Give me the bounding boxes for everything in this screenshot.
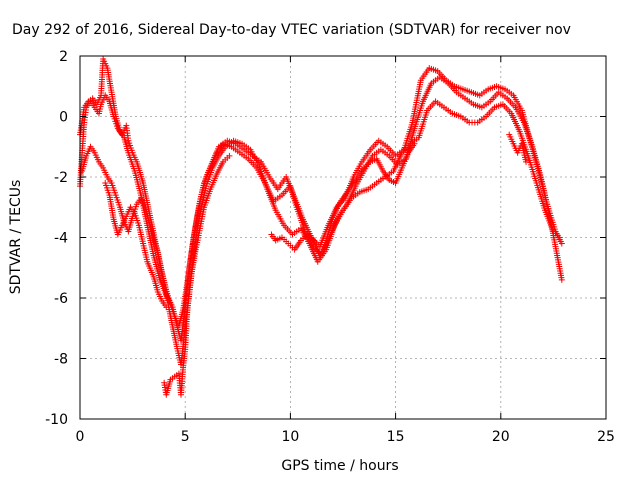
data-marks: [77, 56, 565, 398]
y-tick-label: 2: [59, 49, 68, 65]
data-point-plus: [558, 276, 565, 283]
y-tick-label: -8: [54, 352, 68, 368]
data-point-plus: [523, 158, 530, 165]
x-tick-label: 25: [597, 429, 615, 445]
grid-lines: [80, 56, 606, 419]
x-axis-label: GPS time / hours: [281, 458, 398, 474]
y-tick-label: -10: [45, 412, 68, 428]
data-point-plus: [163, 304, 170, 311]
data-point-plus: [411, 140, 418, 147]
y-axis-label: SDTVAR / TECUs: [8, 180, 24, 295]
y-tick-label: -2: [54, 170, 68, 186]
x-tick-label: 20: [492, 429, 510, 445]
plot-frame: [79, 55, 607, 420]
axis-ticks: 0 5 10 15 20 25 -10 -8 -6 -4 -2 0 2: [45, 49, 615, 445]
x-tick-label: 15: [387, 429, 405, 445]
data-point-plus: [558, 240, 565, 247]
y-tick-label: -6: [54, 291, 68, 307]
data-point-plus: [226, 152, 233, 159]
chart-title: Day 292 of 2016, Sidereal Day-to-day VTE…: [12, 22, 571, 38]
y-tick-label: -4: [54, 231, 68, 247]
data-point-plus: [556, 234, 563, 241]
x-tick-label: 10: [281, 429, 299, 445]
x-tick-label: 0: [76, 429, 85, 445]
x-tick-label: 5: [181, 429, 190, 445]
y-tick-label: 0: [59, 110, 68, 126]
